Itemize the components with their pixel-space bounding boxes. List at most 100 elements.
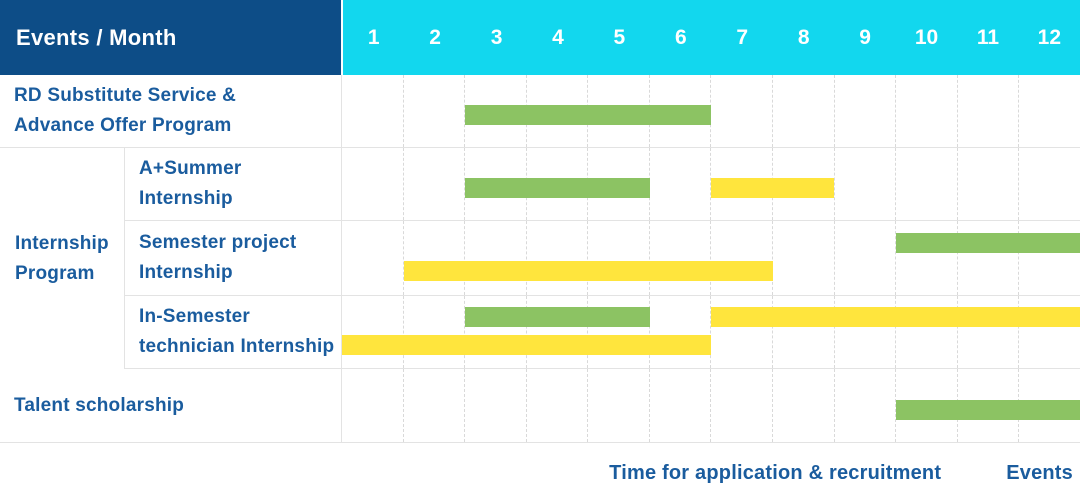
month-column-9 xyxy=(835,296,897,368)
page-title: Events / Month xyxy=(16,24,177,50)
table-row-semester-project-internship: Semester project Internship xyxy=(0,221,1080,296)
group-cell-internship-program: Internship Program xyxy=(0,148,124,369)
month-column-1 xyxy=(342,148,404,220)
month-column-1 xyxy=(342,75,404,147)
month-column-8 xyxy=(773,148,835,220)
month-column-11 xyxy=(958,221,1020,295)
in-semester-technician-internship-green-bar xyxy=(465,307,650,327)
month-header-3: 3 xyxy=(490,25,503,49)
semester-project-internship-yellow-bar xyxy=(403,261,773,281)
month-column-7 xyxy=(711,75,774,147)
rd-substitute-service-green-bar xyxy=(465,105,711,125)
month-column-5 xyxy=(588,221,650,295)
month-column-4 xyxy=(527,221,589,295)
row-label-rd-substitute-service: RD Substitute Service & Advance Offer Pro… xyxy=(0,75,341,147)
month-column-3 xyxy=(465,369,527,442)
events-month-header-cell: Events / Month xyxy=(0,0,341,75)
chart-area-in-semester-technician-internship xyxy=(341,296,1080,368)
chart-area-talent-scholarship xyxy=(341,369,1080,442)
month-column-10 xyxy=(896,75,958,147)
month-column-4 xyxy=(527,369,589,442)
legend-label: Events xyxy=(1006,462,1073,484)
month-header-5: 5 xyxy=(613,25,626,49)
month-column-12 xyxy=(1019,75,1080,147)
month-column-3 xyxy=(465,221,527,295)
legend-item-events: Events xyxy=(971,462,1073,485)
month-header-6: 6 xyxy=(674,25,687,49)
in-semester-technician-internship-yellow-bar xyxy=(711,307,1080,327)
table-row-talent-scholarship: Talent scholarship xyxy=(0,369,1080,443)
month-column-1 xyxy=(342,369,404,442)
legend: Time for application & recruitment Event… xyxy=(574,462,1073,485)
month-header-12: 12 xyxy=(1037,25,1062,49)
row-label-line: In-Semester xyxy=(139,306,250,327)
month-column-9 xyxy=(835,148,897,220)
month-column-5 xyxy=(588,296,650,368)
month-gridlines xyxy=(342,296,1080,368)
month-column-5 xyxy=(588,369,650,442)
month-column-1 xyxy=(342,221,404,295)
month-column-2 xyxy=(404,369,466,442)
month-column-11 xyxy=(958,148,1020,220)
month-column-8 xyxy=(773,296,835,368)
semester-project-internship-green-bar xyxy=(895,233,1080,253)
row-label-in-semester-technician-internship: In-Semester technician Internship xyxy=(125,296,341,368)
month-column-3 xyxy=(465,296,527,368)
month-header-4: 4 xyxy=(552,25,564,49)
month-gridlines xyxy=(342,221,1080,295)
header-row: Events / Month 1 2 3 4 5 6 7 8 9 10 11 12 xyxy=(0,0,1080,75)
row-label-talent-scholarship: Talent scholarship xyxy=(0,369,341,442)
month-column-2 xyxy=(404,148,466,220)
group-label-line: Internship xyxy=(15,232,109,254)
row-label-a-plus-summer-internship: A+Summer Internship xyxy=(125,148,341,220)
month-column-2 xyxy=(404,296,466,368)
month-column-11 xyxy=(958,296,1020,368)
month-gridlines xyxy=(342,75,1080,147)
chart-area-rd-substitute-service xyxy=(341,75,1080,147)
a-plus-summer-internship-green-bar xyxy=(465,178,650,198)
month-header-8: 8 xyxy=(797,25,810,49)
legend-label: Time for application & recruitment xyxy=(609,462,942,484)
month-column-4 xyxy=(527,296,589,368)
month-column-2 xyxy=(404,75,466,147)
row-inner-a-plus-summer-internship: A+Summer Internship xyxy=(124,148,1080,221)
month-column-6 xyxy=(650,148,712,220)
month-header-1: 1 xyxy=(367,25,380,49)
row-label-line: Semester project xyxy=(139,232,297,253)
row-label-line: A+Summer xyxy=(139,158,242,179)
in-semester-technician-internship-yellow-bar xyxy=(342,335,711,355)
month-column-6 xyxy=(650,296,712,368)
month-header-2: 2 xyxy=(429,25,441,49)
month-column-7 xyxy=(711,369,774,442)
row-label-line: Internship xyxy=(139,262,233,283)
month-column-6 xyxy=(650,369,712,442)
table-row-in-semester-technician-internship: In-Semester technician Internship xyxy=(0,296,1080,369)
row-label-line: RD Substitute Service & xyxy=(14,85,237,106)
table-row-rd-substitute-service: RD Substitute Service & Advance Offer Pro… xyxy=(0,75,1080,148)
month-column-6 xyxy=(650,221,712,295)
month-column-11 xyxy=(958,75,1020,147)
month-header-10: 10 xyxy=(914,25,939,49)
month-column-10 xyxy=(896,148,958,220)
row-label-line: technician Internship xyxy=(139,336,335,357)
month-column-10 xyxy=(896,221,958,295)
table-row-a-plus-summer-internship: A+Summer Internship xyxy=(0,148,1080,221)
group-label-line: Program xyxy=(15,262,95,284)
month-column-8 xyxy=(773,221,835,295)
chart-area-semester-project-internship xyxy=(341,221,1080,295)
row-label-line: Internship xyxy=(139,188,233,209)
row-label-semester-project-internship: Semester project Internship xyxy=(125,221,341,295)
month-column-7 xyxy=(711,296,774,368)
months-header: 1 2 3 4 5 6 7 8 9 10 11 12 xyxy=(343,0,1080,75)
header-divider xyxy=(341,0,343,75)
month-column-9 xyxy=(835,75,897,147)
row-inner-in-semester-technician-internship: In-Semester technician Internship xyxy=(124,296,1080,368)
green-swatch-icon xyxy=(574,463,596,485)
month-column-10 xyxy=(896,296,958,368)
month-header-11: 11 xyxy=(976,25,1000,49)
row-label-line: Talent scholarship xyxy=(14,394,185,416)
legend-item-application-recruitment: Time for application & recruitment xyxy=(574,462,941,485)
a-plus-summer-internship-yellow-bar xyxy=(711,178,834,198)
month-header-9: 9 xyxy=(859,25,871,49)
